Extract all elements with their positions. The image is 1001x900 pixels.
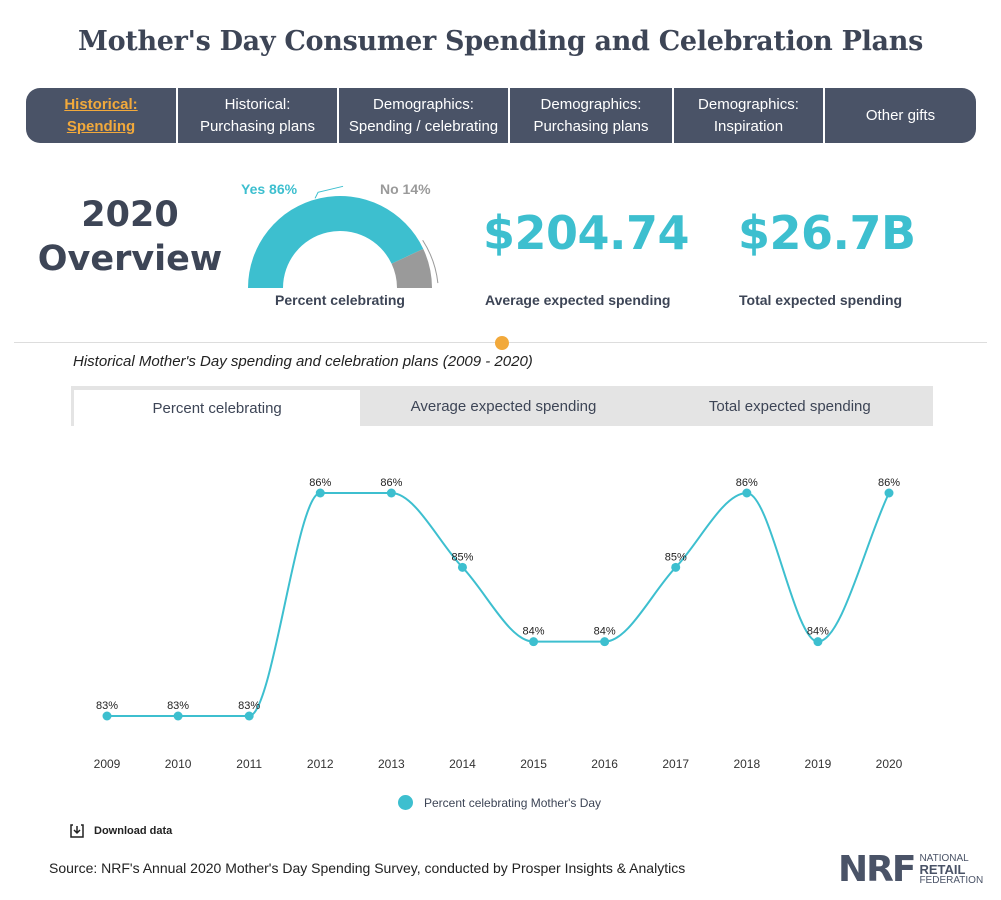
logo-text: NATIONAL RETAIL FEDERATION <box>919 854 983 886</box>
data-label-2018: 86% <box>736 477 758 489</box>
data-point-2019[interactable] <box>813 637 823 647</box>
logo-line1: NATIONAL <box>919 853 969 864</box>
x-tick-2011: 2011 <box>236 757 262 771</box>
tab-label-line1: Historical: <box>64 95 138 113</box>
download-icon <box>70 824 84 838</box>
logo-line2: RETAIL <box>919 862 966 877</box>
logo-line3: FEDERATION <box>919 875 984 886</box>
x-tick-2017: 2017 <box>662 757 689 771</box>
data-point-2014[interactable] <box>457 562 467 572</box>
data-label-2013: 86% <box>380 477 402 489</box>
x-tick-2014: 2014 <box>449 757 476 771</box>
download-data-button[interactable]: Download data <box>70 824 172 838</box>
page-title: Mother's Day Consumer Spending and Celeb… <box>78 26 923 57</box>
tab-historical-spending[interactable]: Historical: Spending <box>26 88 178 143</box>
line-chart: 83% 2009 83% 2010 83% 2011 86% 2012 86% 2013 85% 20… <box>94 477 903 771</box>
data-point-2010[interactable] <box>173 711 183 721</box>
tab-label-line2: Purchasing plans <box>199 117 316 135</box>
data-point-2011[interactable] <box>244 711 254 721</box>
data-label-2014: 85% <box>451 551 473 563</box>
celebrating-gauge <box>248 185 439 288</box>
download-label: Download data <box>94 825 173 837</box>
avg-spending-value: $204.74 <box>483 206 690 260</box>
tab-label-line1: Demographics: <box>698 95 799 113</box>
data-point-2017[interactable] <box>671 562 681 572</box>
gauge-no-label: No 14% <box>380 181 431 197</box>
tab-demographics-spending[interactable]: Demographics: Spending / celebrating <box>339 88 510 143</box>
tab-label-line1: Demographics: <box>373 95 474 113</box>
data-point-2020[interactable] <box>884 488 894 498</box>
divider-dot <box>495 336 509 350</box>
data-point-2012[interactable] <box>315 488 325 498</box>
avg-spending-caption: Average expected spending <box>485 292 671 308</box>
gauge-yes-label: Yes 86% <box>241 181 298 197</box>
data-label-2015: 84% <box>523 626 545 638</box>
tab-demographics-purchasing-plans[interactable]: Demographics: Purchasing plans <box>510 88 674 143</box>
tab-historical-purchasing-plans[interactable]: Historical: Purchasing plans <box>178 88 339 143</box>
tab-other-gifts[interactable]: Other gifts <box>825 88 976 143</box>
tab-label-line2: Purchasing plans <box>533 117 649 135</box>
data-point-2016[interactable] <box>600 637 610 647</box>
chart-tab-average-spending[interactable]: Average expected spending <box>410 397 597 415</box>
x-tick-2009: 2009 <box>94 757 121 771</box>
logo-mark: NRF <box>838 849 916 890</box>
x-tick-2015: 2015 <box>520 757 547 771</box>
nrf-logo: NRF NATIONAL RETAIL FEDERATION <box>838 852 983 888</box>
tab-label-line2: Inspiration <box>713 117 784 135</box>
x-tick-2016: 2016 <box>591 757 618 771</box>
tab-label-line2: Spending <box>66 117 136 135</box>
chart-tab-percent-celebrating[interactable]: Percent celebrating <box>74 389 361 426</box>
gauge-no-bracket <box>422 240 439 284</box>
overview-year: 2020 <box>81 195 179 235</box>
overview-label: Overview <box>37 239 223 279</box>
data-label-2019: 84% <box>807 626 829 638</box>
data-point-2018[interactable] <box>742 488 752 498</box>
gauge-yes-arc <box>248 196 424 288</box>
data-label-2010: 83% <box>167 700 189 712</box>
tab-label-line1: Historical: <box>224 95 291 113</box>
x-tick-2012: 2012 <box>307 757 334 771</box>
data-label-2017: 85% <box>665 551 687 563</box>
x-tick-2013: 2013 <box>378 757 405 771</box>
data-point-2009[interactable] <box>102 711 112 721</box>
x-tick-2019: 2019 <box>805 757 832 771</box>
data-label-2011: 83% <box>238 700 260 712</box>
tab-label-line2: Spending / celebrating <box>348 117 499 135</box>
overview-title: 2020 Overview <box>30 193 230 281</box>
x-tick-2010: 2010 <box>165 757 192 771</box>
x-tick-2018: 2018 <box>733 757 760 771</box>
gauge-yes-bracket <box>314 185 344 199</box>
data-point-2015[interactable] <box>529 637 539 647</box>
gauge-no-arc <box>391 248 432 288</box>
gauge-caption: Percent celebrating <box>275 292 405 308</box>
data-point-2013[interactable] <box>386 488 396 498</box>
chart-subtitle: Historical Mother's Day spending and cel… <box>73 353 533 370</box>
legend-marker[interactable] <box>398 795 413 810</box>
data-label-2012: 86% <box>309 477 331 489</box>
chart-tab-total-spending[interactable]: Total expected spending <box>708 397 871 415</box>
data-label-2020: 86% <box>878 477 900 489</box>
chart-tabs: Percent celebrating Average expected spe… <box>71 386 933 426</box>
tab-label: Other gifts <box>865 106 936 124</box>
tab-label-line1: Demographics: <box>540 95 642 113</box>
legend-label: Percent celebrating Mother's Day <box>424 795 602 810</box>
tab-demographics-inspiration[interactable]: Demographics: Inspiration <box>674 88 825 143</box>
chart-legend: Percent celebrating Mother's Day <box>398 795 601 810</box>
data-label-2009: 83% <box>96 700 118 712</box>
total-spending-value: $26.7B <box>738 206 916 260</box>
total-spending-caption: Total expected spending <box>739 292 903 308</box>
x-tick-2020: 2020 <box>876 757 903 771</box>
data-label-2016: 84% <box>594 626 616 638</box>
series-line <box>107 491 890 717</box>
nav-bar: Historical: Spending Historical: Purchasin… <box>26 88 976 143</box>
source-note: Source: NRF's Annual 2020 Mother's Day S… <box>49 860 686 876</box>
